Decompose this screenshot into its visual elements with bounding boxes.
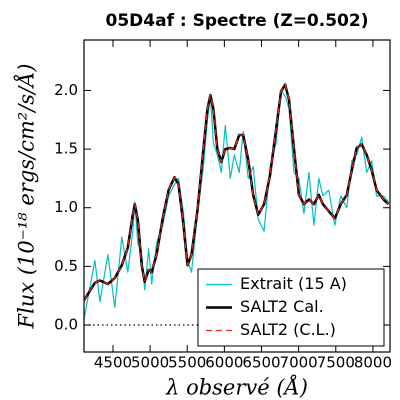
x-axis-label: λ observé (Å) (165, 375, 308, 400)
x-tick-label: 5000 (131, 354, 169, 372)
legend-label: Extrait (15 A) (240, 274, 347, 293)
plot-frame (83, 39, 391, 353)
x-tick-label: 6000 (205, 354, 243, 372)
series-line (84, 83, 390, 302)
x-tick-label: 7500 (317, 354, 355, 372)
y-tick-label: 1.0 (54, 198, 78, 216)
legend-label: SALT2 (C.L.) (240, 320, 336, 339)
legend-label: SALT2 Cal. (240, 297, 324, 316)
x-tick-label: 6500 (242, 354, 280, 372)
series-line (84, 83, 389, 301)
x-tick-label: 4500 (94, 354, 132, 372)
y-tick-label: 2.0 (54, 81, 78, 99)
x-tick-label: 8000 (354, 354, 392, 372)
x-tick-label: 5500 (168, 354, 206, 372)
legend: Extrait (15 A) SALT2 Cal. SALT2 (C.L.) (197, 268, 385, 347)
chart-title: 05D4af : Spectre (Z=0.502) (106, 11, 369, 31)
y-tick-label: 0.5 (54, 257, 78, 275)
y-axis-label: Flux (10⁻¹⁸ ergs/cm²/s/Å) (14, 64, 39, 330)
y-tick-label: 1.5 (54, 140, 78, 158)
x-tick-label: 7000 (280, 354, 318, 372)
y-tick-label: 0.0 (54, 316, 78, 334)
